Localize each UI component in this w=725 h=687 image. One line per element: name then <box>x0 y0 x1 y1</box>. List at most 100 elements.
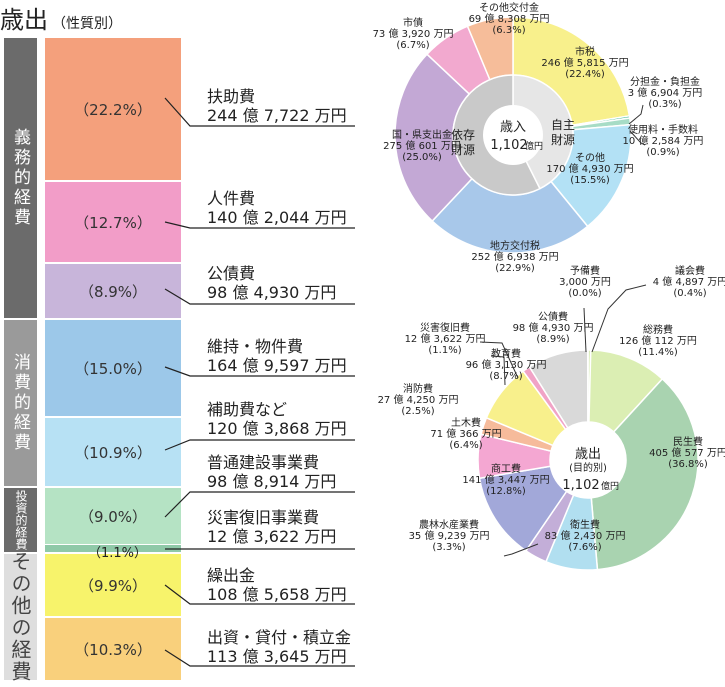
slice-amount-label: 27 億 4,250 万円 <box>378 393 459 406</box>
pie-slice <box>590 377 699 571</box>
slice-name-label: 市税 <box>575 45 595 58</box>
slice-name-label: 予備費 <box>570 264 600 277</box>
title-sub: （性質別） <box>52 16 122 32</box>
slice-name-label: 商工費 <box>491 462 521 475</box>
leader-line <box>628 104 644 125</box>
center-title: 歳入 <box>500 120 526 135</box>
block-pct: （15.0%） <box>74 359 152 378</box>
donut-hole <box>483 105 543 165</box>
item-name: 扶助費 <box>207 87 256 106</box>
slice-pct-label: (2.5%) <box>401 406 434 417</box>
leader-line <box>591 284 647 353</box>
block-shusshi: （10.3%） <box>45 618 181 680</box>
slice-pct-label: (22.9%) <box>495 263 535 274</box>
slice-amount-label: 275 億 601 万円 <box>383 139 461 152</box>
leader-line <box>503 543 539 557</box>
slice-pct-label: (12.8%) <box>486 486 526 497</box>
slice-pct-label: (1.1%) <box>428 345 461 356</box>
slice-pct-label: (22.4%) <box>565 69 605 80</box>
slice-pct-label: (7.6%) <box>568 542 601 553</box>
slice-name-label: 災害復旧費 <box>420 321 470 334</box>
pie-slice <box>478 465 568 552</box>
slice-pct-label: (11.4%) <box>638 347 678 358</box>
slice-pct-label: (0.3%) <box>648 99 681 110</box>
center-title: 歳出 <box>575 447 601 462</box>
block-jinken: （12.7%） <box>45 182 181 262</box>
item-amount: 140 億 2,044 万円 <box>207 208 347 227</box>
block-kuridashi: （9.9%） <box>45 554 181 616</box>
slice-name-label: 農林水産業費 <box>419 518 479 531</box>
item-amount: 113 億 3,645 万円 <box>207 647 347 666</box>
block-saigai-pct: （1.1%） <box>88 546 148 561</box>
slice-amount-label: 96 億 3,130 万円 <box>466 358 547 371</box>
slice-pct-label: (6.4%) <box>449 440 482 451</box>
category-label: 投資的経費 <box>14 490 28 550</box>
category-label: 義務的経費 <box>10 128 30 228</box>
item-amount: 98 億 8,914 万円 <box>207 472 337 491</box>
item-amount: 108 億 5,658 万円 <box>207 585 347 604</box>
item-name: 維持・物件費 <box>207 337 304 356</box>
block-pct: （10.9%） <box>74 443 152 462</box>
group-label: 自主 <box>551 118 575 132</box>
category-label: その他の経費 <box>8 551 32 683</box>
item-amount: 120 億 3,868 万円 <box>207 419 347 438</box>
slice-amount-label: 126 億 112 万円 <box>619 334 697 347</box>
slice-amount-label: 35 億 9,239 万円 <box>409 529 490 542</box>
slice-pct-label: (25.0%) <box>402 152 442 163</box>
label-hojo: 補助費など 120 億 3,868 万円 <box>207 400 347 438</box>
item-name: 出資・貸付・積立金 <box>207 628 352 647</box>
leader-line <box>490 355 506 386</box>
leader-line <box>164 366 355 377</box>
block-kosai: （8.9%） <box>45 264 181 318</box>
leader-line <box>164 439 355 451</box>
slice-pct-label: (8.7%) <box>489 371 522 382</box>
label-futsu-kensetsu: 普通建設事業費 98 億 8,914 万円 <box>207 453 336 491</box>
block-futsu-kensetsu: （9.0%） <box>45 488 181 544</box>
slice-pct-label: (0.9%) <box>646 147 679 158</box>
block-pct: （9.9%） <box>78 576 148 595</box>
item-amount: 12 億 3,622 万円 <box>207 527 337 546</box>
leader-line <box>164 584 355 605</box>
slice-name-label: 消防費 <box>403 382 433 395</box>
leader-line <box>164 97 355 127</box>
leader-line <box>164 649 355 667</box>
block-fujo: （22.2%） <box>45 38 181 180</box>
slice-name-label: 分担金・負担金 <box>630 75 700 88</box>
slice-name-label: 衛生費 <box>570 518 600 531</box>
slice-name-label: 国・県支出金 <box>392 128 452 141</box>
item-name: 普通建設事業費 <box>207 453 320 472</box>
left-leader-lines <box>164 97 355 667</box>
slice-pct-label: (8.9%) <box>536 334 569 345</box>
block-iji: （15.0%） <box>45 320 181 416</box>
page-title: 歳出 （性質別） <box>0 0 725 35</box>
slice-amount-label: 405 億 577 万円 <box>649 446 725 459</box>
leader-line <box>583 307 587 353</box>
label-shusshi: 出資・貸付・積立金 113 億 3,645 万円 <box>207 628 351 666</box>
slice-amount-label: 3,000 万円 <box>559 277 611 288</box>
slice-amount-label: 73 億 3,920 万円 <box>373 27 454 40</box>
item-amount: 98 億 4,930 万円 <box>207 283 337 302</box>
block-pct: （10.3%） <box>74 640 152 659</box>
slice-name-label: 使用料・手数料 <box>628 123 698 136</box>
slice-pct-label: (15.5%) <box>570 175 610 186</box>
slice-name-label: 地方交付税 <box>490 239 540 252</box>
slice-pct-label: (6.3%) <box>492 25 525 36</box>
category-band-obligatory: 義務的経費 <box>4 38 37 318</box>
category-band-investment: 投資的経費 <box>4 488 37 552</box>
slice-amount-label: 83 億 2,430 万円 <box>545 529 626 542</box>
block-saigai <box>45 545 181 552</box>
item-name: 災害復旧事業費 <box>207 508 320 527</box>
center-unit: 億円 <box>601 480 619 492</box>
block-hojo: （10.9%） <box>45 418 181 486</box>
slice-name-label: その他交付金 <box>479 1 539 14</box>
center-value: 1,102 <box>490 138 527 153</box>
block-pct: （12.7%） <box>74 213 152 232</box>
group-label: 財源 <box>551 132 575 147</box>
label-kuridashi: 繰出金 108 億 5,658 万円 <box>207 566 347 604</box>
slice-amount-label: 246 億 5,815 万円 <box>541 56 628 69</box>
slice-name-label: その他 <box>575 151 605 164</box>
category-band-other: その他の経費 <box>4 551 37 683</box>
slice-name-label: 議会費 <box>675 264 705 277</box>
